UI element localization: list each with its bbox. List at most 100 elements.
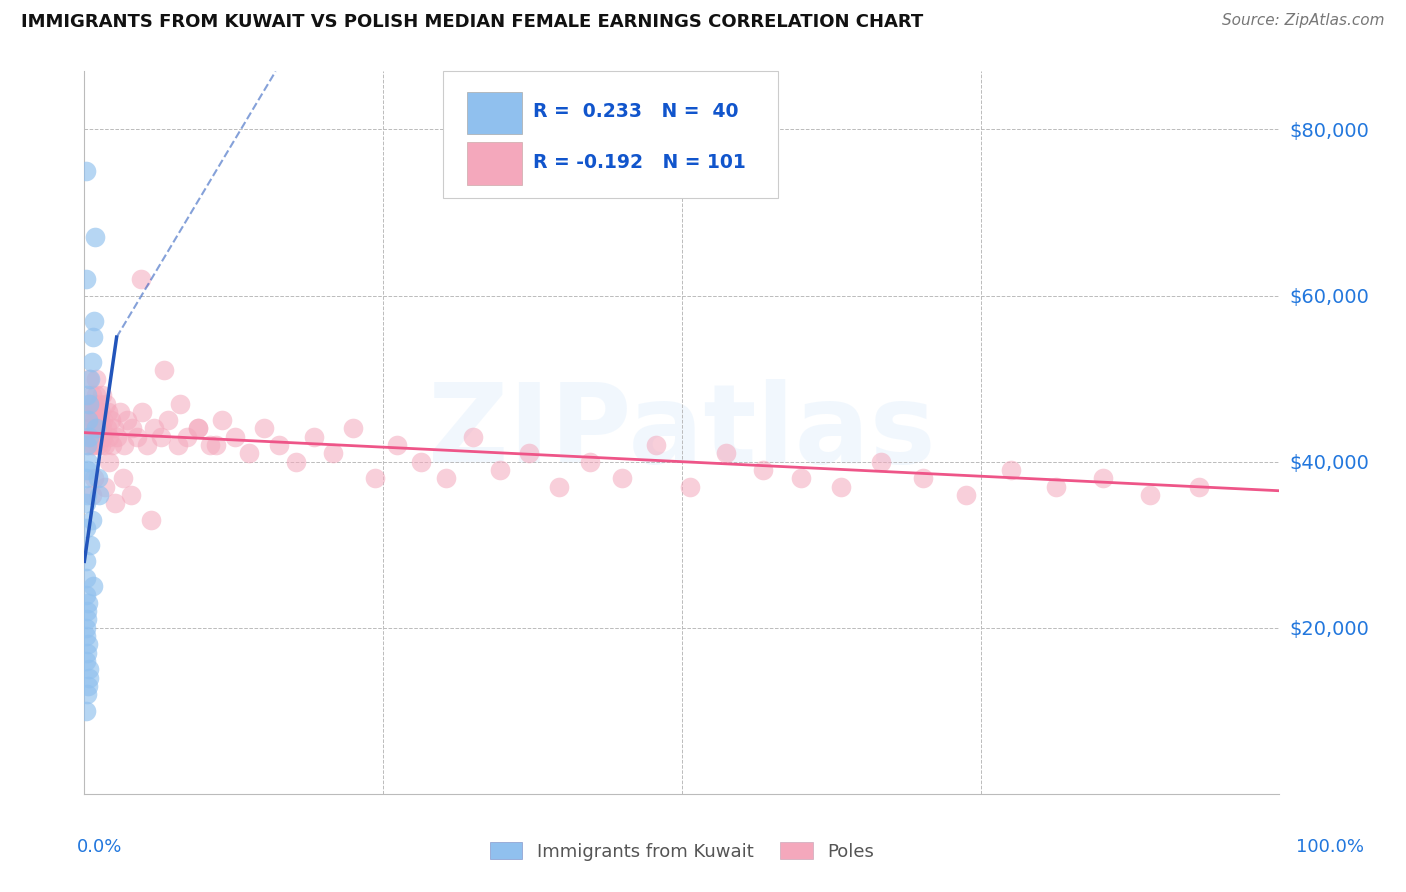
Point <box>100 413 122 427</box>
Point <box>121 421 143 435</box>
Point <box>90 438 112 452</box>
Point <box>94 396 117 410</box>
Point <box>117 413 139 427</box>
Point <box>86 371 108 385</box>
Point <box>75 629 97 643</box>
Point <box>1091 471 1114 485</box>
Point <box>547 480 569 494</box>
Point <box>87 421 110 435</box>
Point <box>77 396 100 410</box>
Point <box>644 438 666 452</box>
Point <box>142 421 165 435</box>
Point <box>89 413 111 427</box>
Point <box>187 421 209 435</box>
Point <box>97 405 120 419</box>
Point <box>83 396 105 410</box>
Point <box>187 421 209 435</box>
Point <box>120 488 142 502</box>
Point <box>79 371 101 385</box>
Point <box>80 355 103 369</box>
Point <box>79 538 101 552</box>
Point <box>752 463 775 477</box>
Point <box>153 363 176 377</box>
Text: R =  0.233   N =  40: R = 0.233 N = 40 <box>533 103 738 121</box>
Text: Source: ZipAtlas.com: Source: ZipAtlas.com <box>1222 13 1385 29</box>
Point <box>77 405 100 419</box>
Point <box>80 438 103 452</box>
Point <box>82 430 104 444</box>
Point <box>82 579 104 593</box>
Text: 0.0%: 0.0% <box>77 838 122 856</box>
Point <box>83 438 105 452</box>
Point <box>84 230 107 244</box>
Text: ZIPatlas: ZIPatlas <box>427 379 936 486</box>
Point <box>86 438 108 452</box>
Point <box>104 496 127 510</box>
Point <box>790 471 813 485</box>
Point <box>166 438 188 452</box>
FancyBboxPatch shape <box>443 71 778 198</box>
Point <box>93 438 115 452</box>
Point <box>80 488 103 502</box>
Point <box>82 413 104 427</box>
Point <box>169 396 191 410</box>
Point <box>342 421 364 435</box>
Point <box>157 413 180 427</box>
Point <box>149 430 172 444</box>
Point <box>77 396 100 410</box>
Point <box>205 438 228 452</box>
Point <box>80 388 103 402</box>
Point <box>141 513 163 527</box>
Point <box>77 596 100 610</box>
Point <box>77 679 100 693</box>
FancyBboxPatch shape <box>467 142 522 185</box>
Point <box>77 662 100 676</box>
Point <box>461 430 484 444</box>
Point <box>86 421 108 435</box>
Point <box>76 612 98 626</box>
Point <box>96 421 118 435</box>
Point <box>77 430 100 444</box>
Point <box>77 438 100 452</box>
Point <box>1045 480 1067 494</box>
Point <box>76 388 98 402</box>
Point <box>125 430 148 444</box>
Point <box>79 421 101 435</box>
Text: R = -0.192   N = 101: R = -0.192 N = 101 <box>533 153 745 172</box>
Point <box>75 272 97 286</box>
Point <box>75 654 97 668</box>
Point <box>830 480 852 494</box>
Point <box>284 455 307 469</box>
Legend: Immigrants from Kuwait, Poles: Immigrants from Kuwait, Poles <box>482 835 882 868</box>
Point <box>93 413 115 427</box>
Point <box>1139 488 1161 502</box>
Point <box>76 438 98 452</box>
Point <box>83 313 105 327</box>
Point <box>322 446 344 460</box>
Text: 100.0%: 100.0% <box>1296 838 1364 856</box>
Point <box>90 405 112 419</box>
Point <box>198 438 221 452</box>
Point <box>211 413 233 427</box>
Point <box>77 637 100 651</box>
Point <box>75 571 97 585</box>
Point <box>75 521 97 535</box>
Point <box>253 421 276 435</box>
Point <box>91 388 114 402</box>
Point <box>76 463 98 477</box>
Point <box>83 471 105 485</box>
Point <box>82 330 104 344</box>
Point <box>76 421 98 435</box>
Point <box>93 430 115 444</box>
Point <box>86 471 108 485</box>
Point <box>86 430 108 444</box>
Point <box>76 604 98 618</box>
Point <box>176 430 198 444</box>
Point <box>912 471 935 485</box>
Point <box>75 588 97 602</box>
Point <box>1000 463 1022 477</box>
Point <box>489 463 512 477</box>
Point <box>110 405 132 419</box>
Point <box>77 413 100 427</box>
Point <box>101 438 124 452</box>
